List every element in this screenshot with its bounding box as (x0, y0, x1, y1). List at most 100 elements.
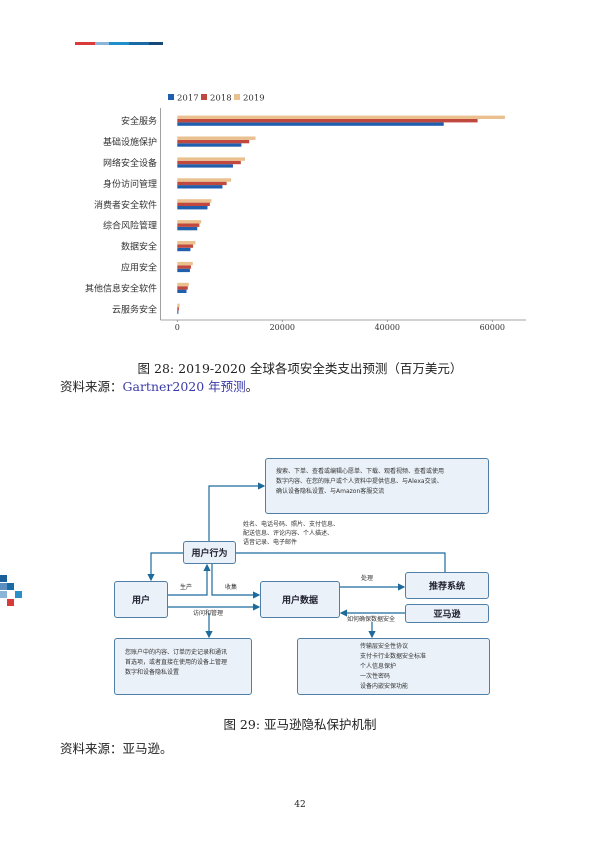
legend-swatch-2019 (234, 94, 240, 100)
user-behavior-node: 用户行为 (183, 541, 236, 564)
text-line: 个人信息保护 (360, 663, 397, 670)
bar-2018 (177, 265, 191, 269)
figure-28-caption: 图 28: 2019-2020 全球各项安全类支出预测（百万美元） (137, 361, 463, 376)
text-line: 数字和设备隐私设置 (125, 669, 180, 676)
security-spending-chart: 安全服务基础设施保护网络安全设备身份访问管理消费者安全软件综合风险管理数据安全应… (85, 94, 526, 332)
access-manage-box: 您账户中的内容、订单历史记录和通讯 首选项，或者直接在使用的设备上管理 数字和设… (114, 638, 252, 695)
ensure-security-label: 如何确保数据安全 (347, 616, 396, 623)
produce-label: 生产 (180, 584, 193, 591)
header-bar-segment (75, 42, 95, 45)
header-bar-segment (149, 42, 163, 45)
recommender-node: 推荐系统 (405, 572, 489, 599)
page-number: 42 (294, 800, 306, 810)
bar-2017 (177, 143, 242, 147)
text-line: 设备内嵌安保功能 (360, 683, 409, 690)
header-bar-segment (95, 42, 109, 45)
arrow-behavior-to-user (147, 552, 183, 582)
bar-2018 (177, 202, 210, 206)
bar-2017 (177, 226, 198, 231)
text-line: 语音记录、电子邮件 (243, 539, 298, 546)
bar-2018 (177, 139, 250, 144)
text-line: 首选项，或者直接在使用的设备上管理 (125, 659, 228, 666)
bar-2019 (177, 282, 189, 287)
figure-28-source: 资料来源：Gartner2020 年预测。 (60, 376, 258, 395)
text-line: 姓名、电话号码、照片、支付信息、 (243, 521, 340, 528)
arrow-behavior-to-actions (208, 482, 266, 541)
category-label: 消费者安全软件 (94, 199, 157, 211)
bar-2018 (177, 286, 188, 290)
deco-square (0, 583, 7, 590)
text-line: 配送信息、评论内容、个人描述、 (243, 530, 334, 537)
category-label: 网络安全设备 (103, 157, 157, 169)
category-label: 数据安全 (121, 241, 157, 253)
deco-square (15, 591, 22, 598)
bar-2019 (177, 199, 212, 203)
text-line: 一次性密码 (360, 673, 391, 680)
bar-2019 (177, 136, 256, 140)
bar-2017 (177, 310, 179, 314)
legend-label: 2017 (177, 94, 199, 104)
bar-2017 (177, 122, 444, 126)
bar-2017 (177, 206, 208, 210)
source-end: 。 (245, 379, 259, 394)
bar-2018 (177, 223, 200, 227)
text-line: 传输层安全性协议 (360, 643, 409, 650)
line-behavior-to-recommender (236, 552, 446, 572)
x-tick-label: 0 (175, 323, 180, 332)
bar-2019 (177, 220, 202, 224)
category-label: 综合风险管理 (103, 220, 157, 232)
bar-2019 (177, 261, 193, 266)
bar-2018 (177, 119, 478, 123)
text-line: 您账户中的内容、订单历史记录和通讯 (125, 649, 228, 656)
bar-2018 (177, 307, 179, 311)
arrow-collect-to-data (211, 564, 261, 599)
deco-square (0, 575, 7, 582)
bar-2017 (177, 247, 191, 252)
header-bar-segment (129, 42, 149, 45)
category-label: 云服务安全 (112, 303, 157, 315)
deco-square (7, 583, 14, 590)
figure-29-caption: 图 29: 亚马逊隐私保护机制 (223, 717, 377, 732)
x-tick-label: 60000 (480, 323, 505, 332)
deco-square (0, 591, 7, 598)
security-measures-box: 传输层安全性协议 支付卡行业数据安全标准 个人信息保护 一次性密码 设备内嵌安保… (297, 638, 490, 695)
legend-swatch-2017 (168, 94, 174, 100)
legend-swatch-2018 (201, 94, 207, 100)
category-label: 安全服务 (121, 115, 157, 127)
text-line: 确认设备隐私设置、与Amazon客服交流 (276, 488, 385, 495)
deco-square (7, 599, 14, 606)
user-actions-box: 搜索、下单、查看或编辑心愿单、下载、观看视频、查看或使用 数字内容、在您的账户或… (265, 458, 489, 514)
source-link[interactable]: Gartner2020 年预测 (122, 379, 246, 394)
text-line: 支付卡行业数据安全标准 (360, 653, 427, 660)
bar-2018 (177, 244, 194, 248)
header-bar-segment (109, 42, 129, 45)
source-label: 资料来源： (60, 379, 123, 394)
category-label: 基础设施保护 (103, 136, 157, 148)
bar-2019 (177, 303, 180, 308)
bar-2019 (177, 115, 505, 119)
bar-2017 (177, 164, 233, 168)
access-manage-label: 访问和管理 (193, 610, 224, 617)
text-line: 数字内容、在您的账户或个人资料中提供信息、与Alexa交谈、 (276, 478, 443, 485)
user-node: 用户 (114, 581, 168, 618)
bar-2017 (177, 268, 190, 273)
x-tick-label: 40000 (375, 323, 400, 332)
process-label: 处理 (361, 575, 374, 582)
bar-2019 (177, 178, 232, 182)
figure-29-source: 资料来源：亚马逊。 (60, 741, 173, 756)
bar-2017 (177, 185, 223, 189)
bar-2018 (177, 160, 241, 165)
amazon-node: 亚马逊 (405, 604, 489, 623)
bar-2019 (177, 241, 196, 245)
x-tick-label: 20000 (270, 323, 295, 332)
arrow-user-produce-behavior (168, 563, 211, 596)
category-label: 身份访问管理 (103, 178, 157, 190)
collect-label: 收集 (225, 584, 238, 591)
legend-label: 2018 (210, 94, 232, 104)
legend-label: 2019 (243, 94, 265, 104)
user-data-node: 用户数据 (260, 581, 340, 618)
category-label: 其他信息安全软件 (85, 282, 157, 294)
personal-info-label: 姓名、电话号码、照片、支付信息、 配送信息、评论内容、个人描述、 语音记录、电子… (243, 520, 339, 547)
bar-2019 (177, 157, 246, 161)
